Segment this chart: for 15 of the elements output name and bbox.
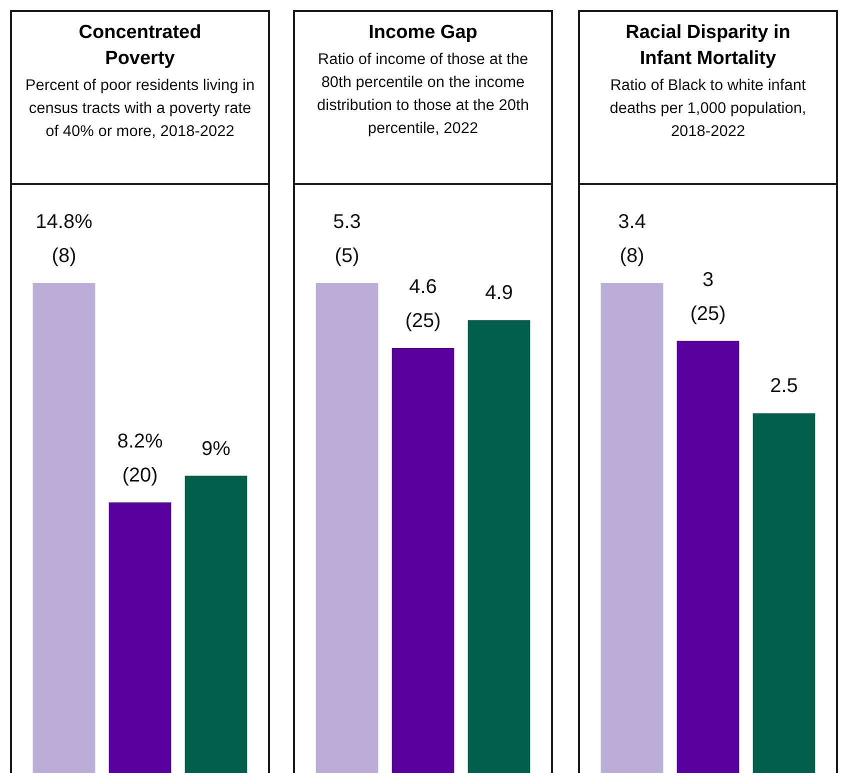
chart-subtitle: Percent of poor residents living in census tracts with a poverty rate of 40% or more, 2018-2022	[24, 76, 256, 142]
chart-title: Income Gap	[368, 21, 478, 45]
data-label: 4.6 (25)	[405, 276, 441, 332]
chart-title: Concentrated Poverty	[78, 21, 202, 71]
chart-title: Racial Disparity in Infant Mortality	[624, 21, 792, 71]
data-label: 14.8% (8)	[36, 211, 93, 267]
data-label: 3 (25)	[690, 268, 726, 325]
data-label: 5.3 (5)	[333, 211, 361, 267]
data-label: 2.5	[770, 375, 798, 398]
data-label: 9%	[202, 438, 231, 460]
data-label: 8.2% (20)	[117, 430, 164, 486]
data-label: 3.4 (8)	[618, 211, 646, 267]
data-label: 4.9	[485, 282, 513, 304]
chart-subtitle: Ratio of Black to white infant deaths per 1,000 population, 2018-2022	[608, 76, 808, 142]
chart-subtitle: Ratio of income of those at the 80th percentile on the income distribution to those at the 20th percentile, 2022	[316, 50, 530, 139]
